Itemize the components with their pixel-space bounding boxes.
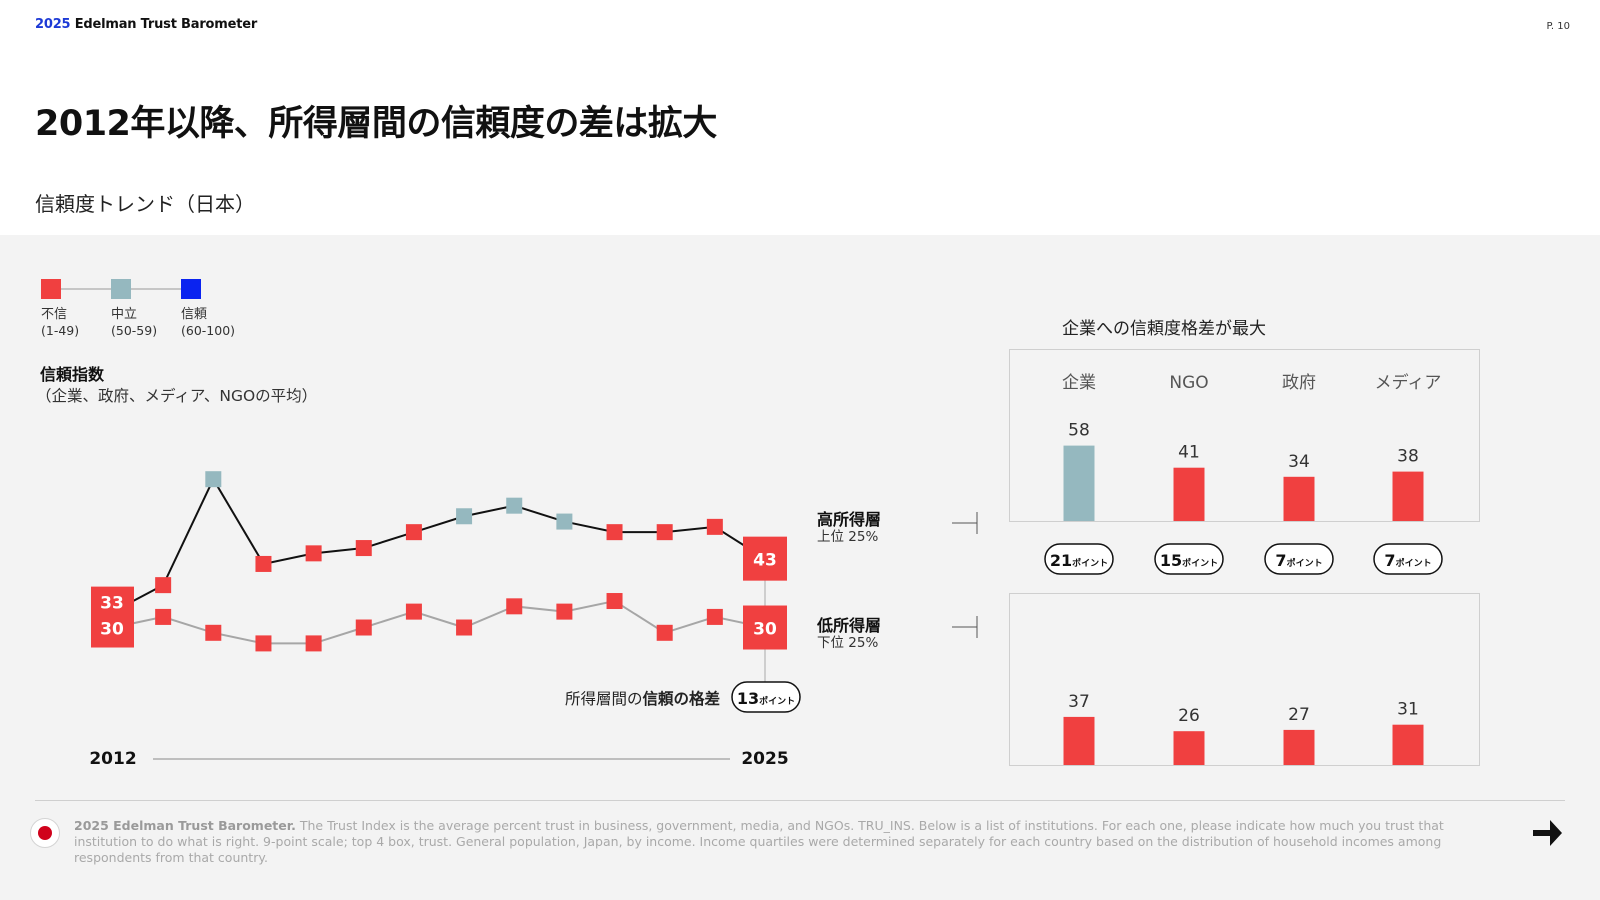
legend-range-1: (50-59) (111, 323, 157, 338)
bar-low-label-2: 27 (1288, 705, 1310, 725)
line-chart-subtitle: （企業、政府、メディア、NGOの平均） (36, 386, 317, 405)
japan-flag-icon (30, 818, 60, 848)
legend-range-2: (60-100) (181, 323, 235, 338)
series-0-marker-9 (556, 513, 573, 530)
series-line-0 (112, 477, 766, 613)
series-1-marker-4 (305, 635, 322, 652)
start-value-block (91, 586, 134, 648)
legend-range-0: (1-49) (41, 323, 79, 338)
bar-low-label-3: 31 (1397, 700, 1419, 720)
footnote-text: The Trust Index is the average percent t… (74, 818, 1444, 865)
bar-low-3 (1392, 724, 1424, 765)
series-0-marker-1 (155, 577, 172, 594)
gap-pill-text-3: 7ポイント (1384, 551, 1431, 570)
page-title: 2012年以降、所得層間の信頼度の差は拡大 (35, 104, 717, 144)
series-0-marker-7 (456, 508, 473, 525)
end-label-high: 43 (753, 551, 777, 571)
bar-low-1 (1173, 731, 1205, 765)
series-1-marker-5 (355, 619, 372, 636)
end-marker-low (743, 605, 787, 650)
gap-pill-text-1: 15ポイント (1160, 551, 1218, 570)
chart-panel: 不信 (1-49) 中立 (50-59) 信頼 (60-100) 信頼指数 （企業、政府、メデ… (0, 235, 1600, 900)
series-1-marker-12 (706, 608, 723, 625)
gap-pill-text-2: 7ポイント (1275, 551, 1322, 570)
series-0-marker-4 (305, 545, 322, 562)
series-1-marker-1 (155, 608, 172, 625)
bar-high-2 (1283, 476, 1315, 521)
bar-category-1: NGO (1169, 373, 1208, 393)
bar-category-3: メディア (1375, 372, 1442, 393)
footnote: 2025 Edelman Trust Barometer. The Trust … (74, 818, 1494, 866)
legend-swatch-2 (181, 279, 201, 299)
legend-label-0: 不信 (41, 307, 67, 322)
bar-high-label-2: 34 (1288, 452, 1310, 472)
series-1-marker-3 (255, 635, 272, 652)
series-line-1 (112, 599, 766, 645)
bar-low-0 (1063, 716, 1095, 765)
page-number: P. 10 (1546, 21, 1570, 32)
line-chart-title: 信頼指数 (40, 365, 105, 384)
series-1-marker-6 (405, 603, 422, 620)
brand-year: 2025 (35, 17, 71, 32)
gap-label: 所得層間の信頼の格差 (565, 689, 720, 708)
bar-category-2: 政府 (1282, 373, 1316, 393)
legend-label-1: 中立 (111, 307, 137, 322)
series-0-marker-6 (405, 524, 422, 541)
gap-pill-text-0: 21ポイント (1050, 551, 1108, 570)
series-0-marker-12 (706, 518, 723, 535)
trust-charts: 不信(1-49) 中立(50-59) 信頼(60-100) 信頼指数 （企業、政府、メデ… (36, 279, 1480, 769)
brand-logo: 2025 Edelman Trust Barometer (35, 17, 257, 32)
bar-high-1 (1173, 467, 1205, 521)
series-label-high: 高所得層 (817, 510, 881, 529)
series-1-marker-2 (205, 624, 222, 641)
bar-low-label-1: 26 (1178, 706, 1200, 726)
series-1-marker-11 (656, 624, 673, 641)
footnote-source: 2025 Edelman Trust Barometer. (74, 818, 296, 833)
gap-pill-0 (1044, 543, 1114, 575)
bar-high-0 (1063, 445, 1095, 521)
brand-name: Edelman Trust Barometer (70, 17, 258, 32)
series-0-marker-5 (355, 540, 372, 557)
bar-low-2 (1283, 729, 1315, 765)
series-0-marker-10 (606, 524, 623, 541)
bar-low-label-0: 37 (1068, 692, 1090, 712)
end-label-low: 30 (753, 620, 777, 640)
legend-swatch-1 (111, 279, 131, 299)
bar-chart-title: 企業への信頼度格差が最大 (1062, 319, 1266, 339)
bar-high-label-1: 41 (1178, 443, 1200, 463)
series-1-marker-7 (456, 619, 473, 636)
bar-high-3 (1392, 471, 1424, 521)
series-0-marker-2 (205, 471, 222, 488)
legend-swatch-0 (41, 279, 61, 299)
gap-pill (731, 681, 801, 713)
series-sublabel-high: 上位 25% (817, 529, 878, 545)
series-label-low: 低所得層 (816, 616, 881, 635)
gap-pill-1 (1154, 543, 1224, 575)
series-1-marker-10 (606, 593, 623, 610)
gap-pill-3 (1373, 543, 1443, 575)
series-1-marker-8 (506, 598, 523, 615)
gap-pill-2 (1264, 543, 1334, 575)
series-sublabel-low: 下位 25% (817, 635, 878, 651)
bar-high-label-0: 58 (1068, 421, 1090, 441)
footer-divider (35, 800, 1565, 801)
gap-pill-text: 13ポイント (737, 689, 795, 708)
series-0-marker-8 (506, 497, 523, 514)
start-label-low: 30 (100, 620, 124, 640)
start-label-high: 33 (100, 594, 124, 614)
x-label-start: 2012 (89, 749, 136, 769)
legend-label-2: 信頼 (181, 307, 207, 322)
end-marker-high (743, 536, 787, 581)
arrow-next-icon[interactable] (1530, 815, 1564, 849)
series-1-marker-9 (556, 603, 573, 620)
x-label-end: 2025 (741, 749, 788, 769)
bar-high-label-3: 38 (1397, 447, 1419, 467)
bar-category-0: 企業 (1062, 373, 1096, 393)
series-0-marker-11 (656, 524, 673, 541)
page-subtitle: 信頼度トレンド（日本） (35, 192, 255, 216)
series-0-marker-3 (255, 555, 272, 572)
